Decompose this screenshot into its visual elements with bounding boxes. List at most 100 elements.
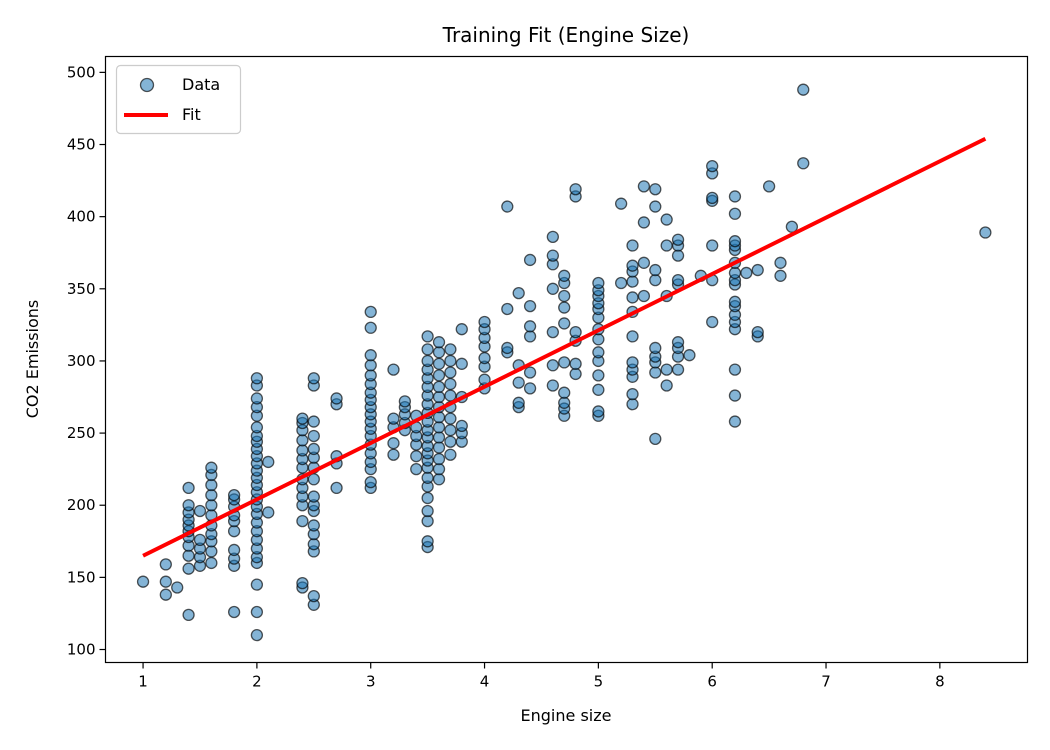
data-point: [706, 160, 719, 173]
data-point: [455, 323, 468, 336]
data-point: [227, 525, 241, 538]
data-point: [728, 235, 742, 248]
data-point: [546, 379, 559, 392]
data-point: [683, 349, 696, 362]
y-axis: 100 150 200 250 300 350 400 450 500: [67, 63, 106, 659]
data-point: [296, 444, 309, 457]
data-point: [728, 415, 742, 428]
data-point: [501, 200, 514, 213]
fit-series: [142, 136, 987, 558]
data-point: [512, 376, 525, 389]
y-tick-label: 450: [67, 136, 96, 154]
data-point: [421, 514, 434, 528]
data-point: [751, 325, 764, 339]
data-point: [774, 256, 787, 269]
data-point: [205, 488, 218, 502]
data-point: [728, 389, 742, 402]
data-point: [387, 412, 400, 425]
data-point: [728, 207, 742, 220]
data-point: [558, 386, 571, 399]
data-point: [626, 387, 639, 401]
x-tick-label: 8: [935, 673, 945, 691]
data-point: [410, 450, 423, 463]
data-point: [432, 357, 446, 370]
data-point: [614, 276, 628, 290]
data-point: [558, 317, 571, 330]
data-point: [523, 299, 537, 313]
scatter-points: [136, 83, 992, 642]
data-point: [410, 463, 423, 476]
data-point: [558, 269, 571, 282]
data-point: [660, 379, 673, 392]
data-point: [171, 581, 184, 594]
data-point: [432, 369, 446, 382]
data-point: [626, 330, 639, 343]
legend-box: [115, 64, 242, 135]
data-point: [432, 346, 446, 359]
data-point: [387, 363, 400, 376]
data-point: [660, 363, 673, 376]
data-point: [671, 273, 685, 287]
data-point: [432, 473, 446, 486]
data-point: [671, 336, 685, 349]
data-point: [706, 315, 719, 329]
data-point: [637, 289, 651, 303]
data-point: [592, 369, 605, 382]
data-point: [626, 291, 639, 304]
data-point: [592, 276, 605, 290]
data-point: [296, 412, 309, 425]
x-axis: 1 2 3 4 5 6 7 8: [138, 662, 945, 691]
data-point: [512, 396, 525, 409]
data-point: [569, 357, 582, 370]
data-point: [501, 341, 514, 355]
data-point: [558, 289, 571, 303]
data-point: [364, 359, 377, 372]
data-point: [478, 315, 491, 329]
x-tick-label: 4: [480, 673, 490, 691]
data-point: [205, 499, 218, 512]
data-point: [250, 605, 264, 619]
data-point: [182, 499, 195, 512]
data-point: [444, 389, 457, 402]
data-point: [797, 83, 810, 96]
data-point: [262, 506, 275, 519]
data-point: [444, 354, 457, 368]
x-tick-label: 1: [138, 673, 148, 691]
data-point: [227, 605, 241, 619]
data-point: [774, 269, 787, 282]
data-point: [660, 239, 673, 252]
data-point: [432, 421, 446, 434]
y-tick-label: 400: [67, 208, 96, 226]
data-point: [523, 253, 537, 267]
data-point: [193, 533, 207, 547]
data-point: [432, 441, 446, 454]
data-point: [444, 377, 457, 391]
y-tick-label: 350: [67, 280, 96, 298]
data-point: [159, 558, 172, 571]
data-point: [671, 233, 685, 246]
x-tick-label: 3: [366, 673, 376, 691]
data-point: [649, 341, 662, 355]
data-point: [307, 372, 320, 385]
data-point: [523, 320, 537, 333]
data-point: [182, 549, 195, 562]
data-point: [250, 372, 264, 385]
data-point: [330, 392, 343, 405]
data-point: [614, 197, 628, 210]
data-point: [649, 432, 662, 446]
data-point: [250, 421, 264, 434]
data-point: [546, 249, 559, 262]
data-point: [728, 363, 742, 376]
data-point: [546, 230, 559, 244]
y-tick-label: 500: [67, 63, 96, 81]
data-point: [523, 382, 537, 395]
data-point: [250, 392, 264, 405]
data-point: [592, 346, 605, 359]
data-point: [649, 273, 662, 287]
data-point: [421, 535, 434, 548]
data-point: [398, 395, 412, 408]
legend-data-marker: [139, 77, 155, 93]
data-point: [569, 325, 582, 339]
data-point: [546, 282, 559, 295]
